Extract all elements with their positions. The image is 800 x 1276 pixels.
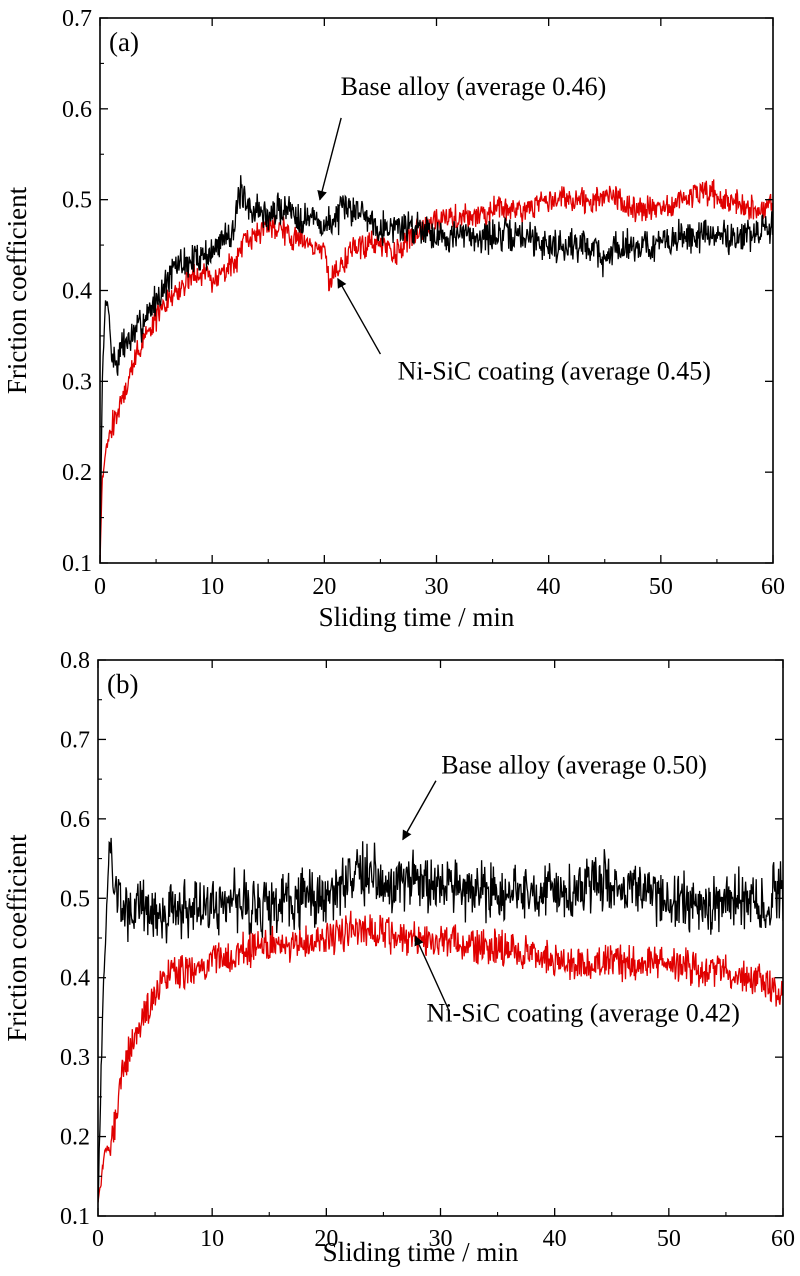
- annotation-label-base-alloy: Base alloy (average 0.46): [341, 72, 607, 101]
- panel-label: (b): [107, 669, 138, 699]
- y-tick-label: 0.6: [60, 807, 90, 833]
- y-axis-label: Friction coefficient: [2, 834, 32, 1042]
- series-line-ni-sic-coating: [100, 179, 773, 563]
- chart-panel-a: 0 10 20 30 40 50 60 0.1 0.2 0.3 0.4 0.5 0.6 0.7 Slidin…: [2, 6, 785, 632]
- x-tick-label: 60: [771, 1226, 795, 1252]
- y-axis-label: Friction coefficient: [2, 186, 32, 394]
- x-tick-label: 50: [649, 574, 673, 600]
- y-tick-label: 0.1: [60, 1204, 90, 1230]
- y-tick-label: 0.3: [60, 1045, 90, 1071]
- panel-label: (a): [109, 27, 139, 57]
- x-axis-label: Sliding time / min: [323, 1237, 519, 1267]
- series-line-ni-sic-coating: [98, 910, 783, 1203]
- y-tick-label: 0.8: [60, 648, 90, 674]
- x-tick-label: 0: [94, 574, 106, 600]
- x-tick-label: 40: [543, 1226, 567, 1252]
- annotation-arrow: [337, 277, 382, 355]
- annotation-label-ni-sic-coating: Ni-SiC coating (average 0.45): [398, 357, 711, 386]
- y-tick-label: 0.7: [60, 727, 90, 753]
- x-tick-label: 20: [314, 1226, 338, 1252]
- annotation-arrow: [414, 935, 450, 1010]
- y-tick-label: 0.2: [62, 460, 92, 486]
- x-tick-label: 20: [312, 574, 336, 600]
- chart-panel-b: 0 10 20 30 40 50 60 0.1 0.2 0.3 0.4 0.5 0.6 0.7 0.8 Sli…: [2, 648, 795, 1267]
- y-tick-label: 0.7: [62, 6, 92, 32]
- y-tick-label: 0.4: [60, 966, 90, 992]
- y-tick-label: 0.3: [62, 369, 92, 395]
- y-tick-label: 0.1: [62, 551, 92, 577]
- x-tick-label: 40: [537, 574, 561, 600]
- x-tick-label: 30: [425, 574, 449, 600]
- x-tick-label: 10: [200, 574, 224, 600]
- x-tick-label: 60: [761, 574, 785, 600]
- x-tick-label: 50: [657, 1226, 681, 1252]
- y-tick-label: 0.2: [60, 1125, 90, 1151]
- annotation-arrow: [402, 780, 437, 841]
- x-axis-label: Sliding time / min: [319, 602, 515, 632]
- x-tick-label: 30: [429, 1226, 453, 1252]
- annotation-label-ni-sic-coating: Ni-SiC coating (average 0.42): [427, 998, 740, 1027]
- annotation-arrow: [317, 117, 342, 201]
- y-tick-label: 0.6: [62, 97, 92, 123]
- x-tick-label: 0: [92, 1226, 104, 1252]
- annotation-label-base-alloy: Base alloy (average 0.50): [441, 751, 707, 780]
- y-tick-label: 0.5: [62, 188, 92, 214]
- series-line-base-alloy: [98, 837, 783, 1203]
- series-line-base-alloy: [100, 175, 773, 563]
- y-tick-label: 0.5: [60, 886, 90, 912]
- x-tick-label: 10: [200, 1226, 224, 1252]
- y-tick-label: 0.4: [62, 279, 92, 305]
